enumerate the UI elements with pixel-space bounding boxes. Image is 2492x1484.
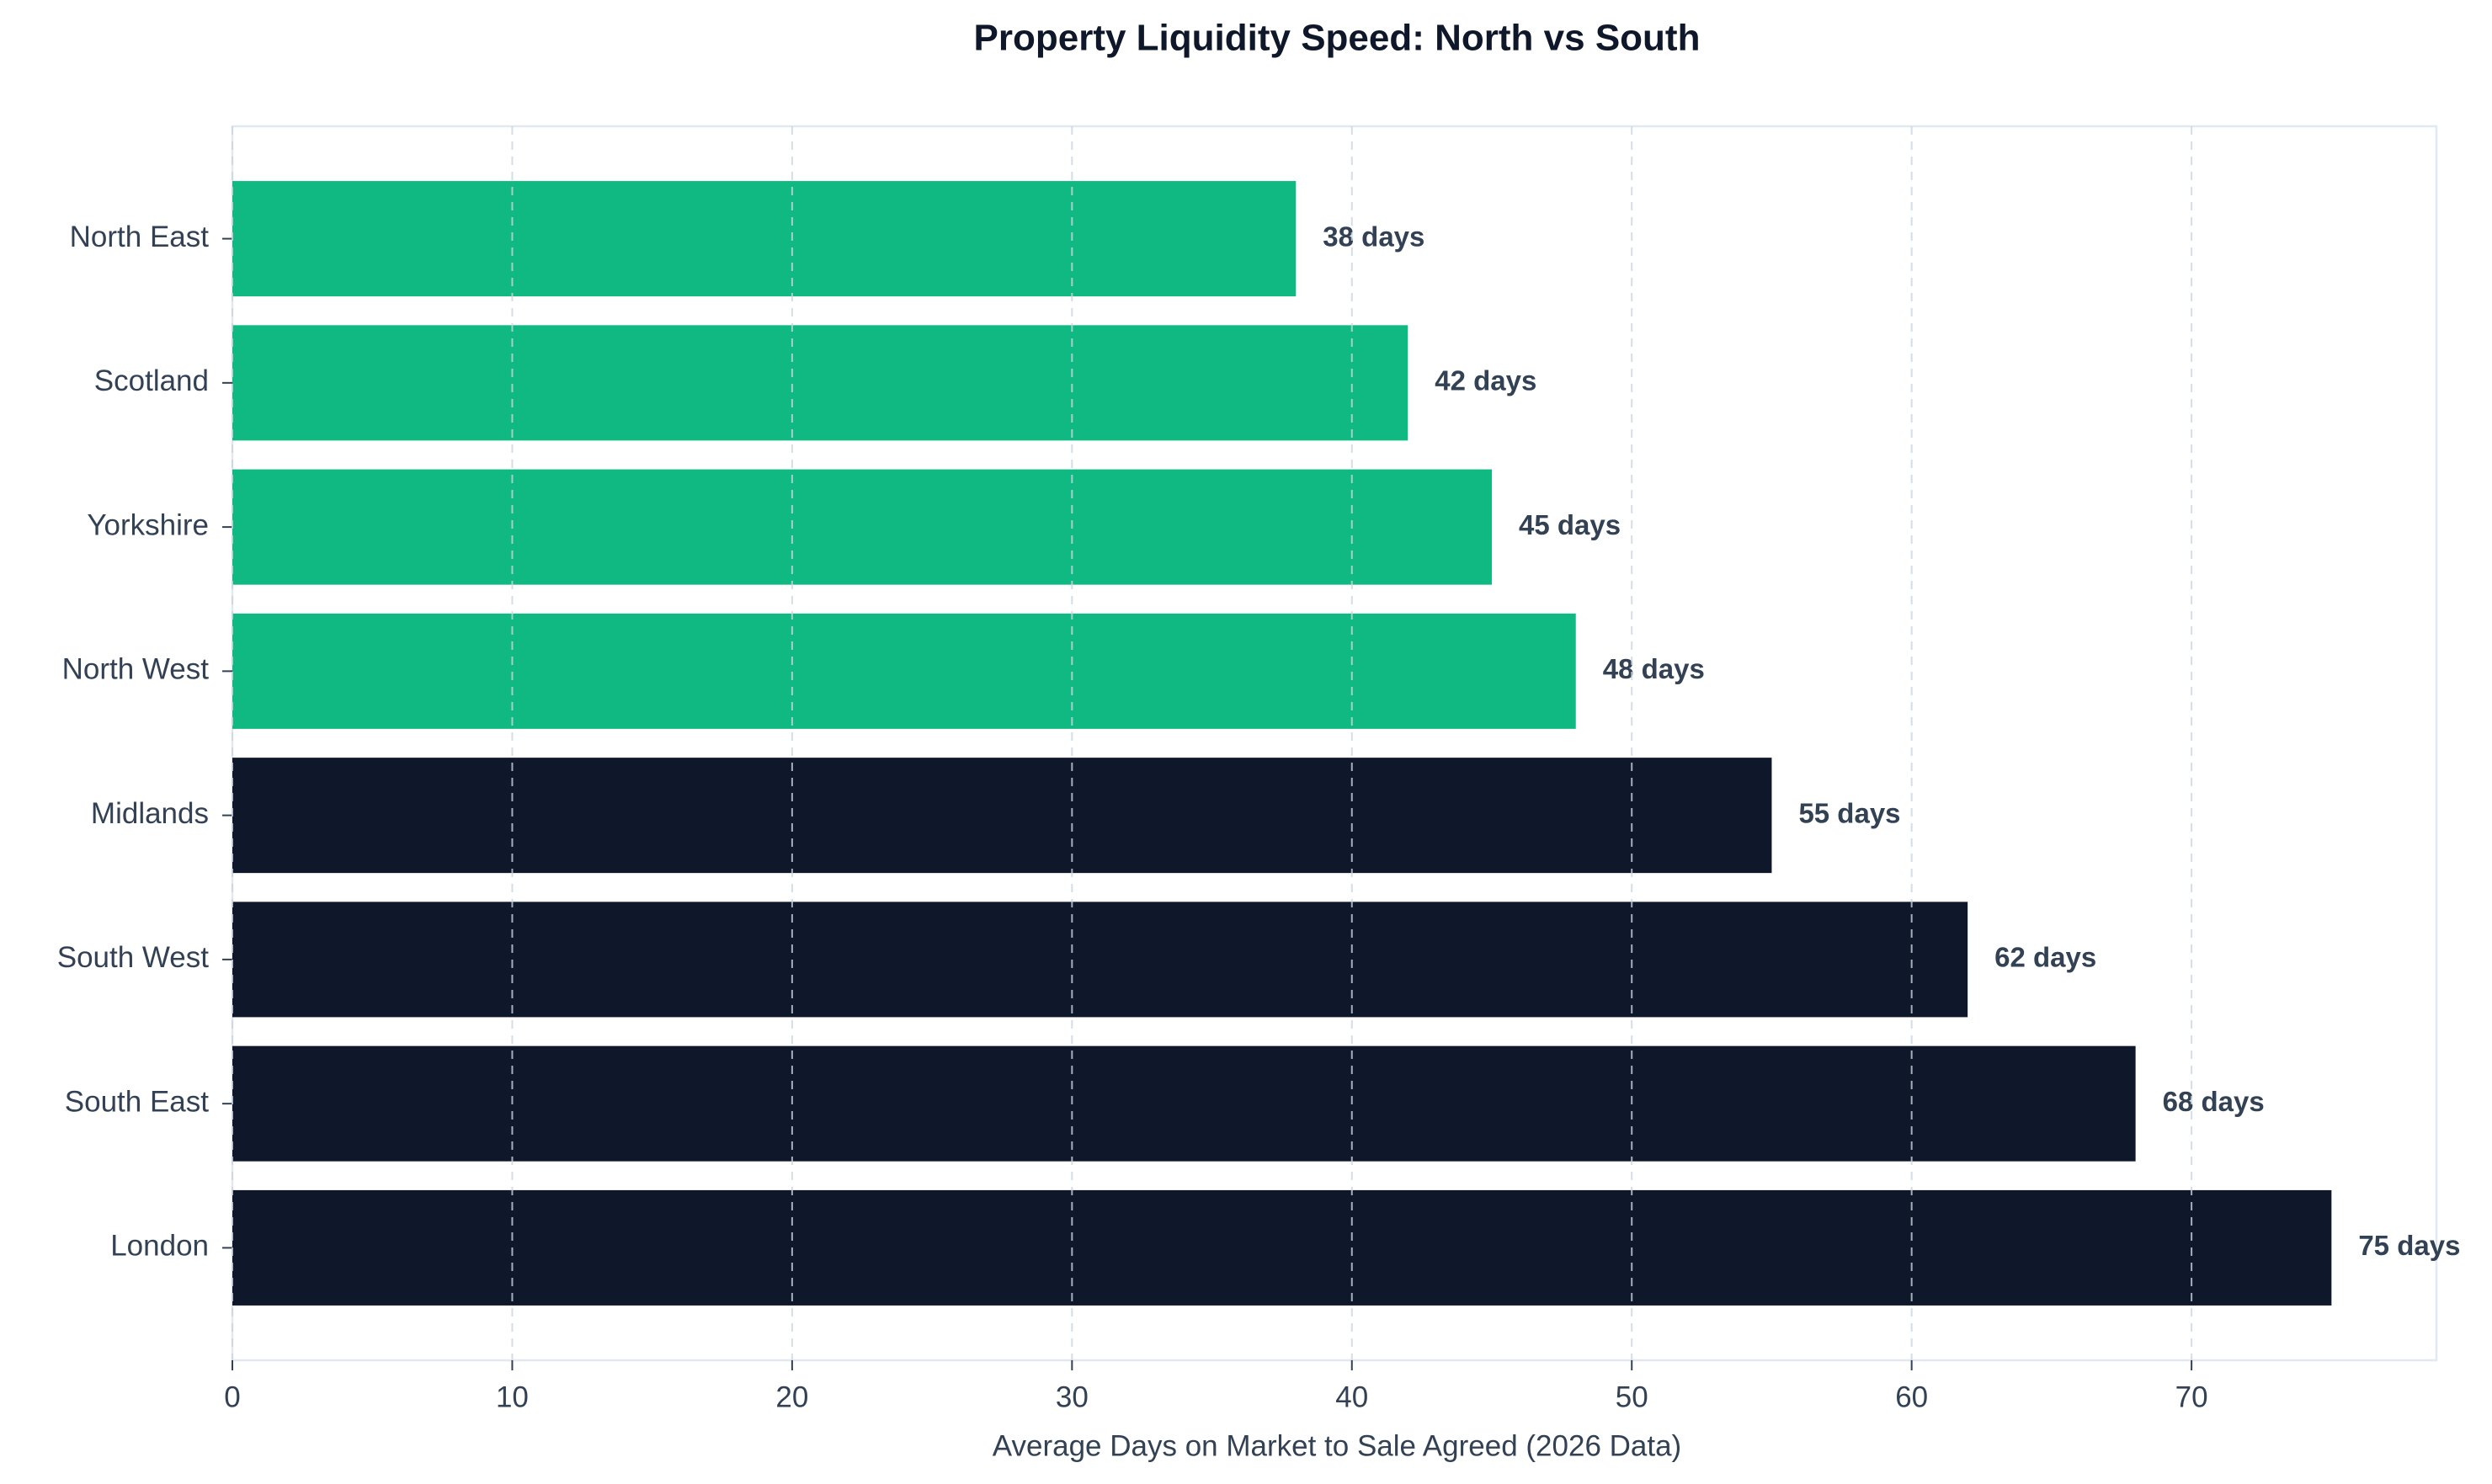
bar bbox=[232, 1045, 2136, 1162]
value-label: 75 days bbox=[2358, 1230, 2460, 1261]
value-label: 48 days bbox=[1603, 653, 1705, 684]
y-tick-label: Yorkshire bbox=[87, 508, 209, 541]
bar bbox=[232, 1189, 2332, 1306]
y-tick-label: Midlands bbox=[91, 797, 209, 830]
x-tick-label: 70 bbox=[2175, 1380, 2208, 1413]
plot-frame bbox=[231, 125, 2438, 1362]
bar bbox=[232, 181, 1297, 297]
x-tick-label: 10 bbox=[496, 1380, 529, 1413]
x-tick-label: 0 bbox=[224, 1380, 240, 1413]
y-tick-label: South West bbox=[57, 941, 210, 974]
bar bbox=[232, 902, 1968, 1018]
value-label: 38 days bbox=[1323, 221, 1424, 252]
bar bbox=[232, 469, 1492, 585]
x-axis-label: Average Days on Market to Sale Agreed (2… bbox=[993, 1429, 1681, 1462]
x-tick-label: 60 bbox=[1895, 1380, 1928, 1413]
bar bbox=[232, 758, 1772, 874]
y-tick-label: North East bbox=[70, 221, 210, 253]
x-tick-label: 40 bbox=[1335, 1380, 1368, 1413]
x-tick-label: 30 bbox=[1056, 1380, 1089, 1413]
value-label: 68 days bbox=[2163, 1086, 2265, 1117]
y-tick-label: South East bbox=[65, 1085, 209, 1118]
chart-title: Property Liquidity Speed: North vs South bbox=[974, 18, 1701, 59]
value-label: 42 days bbox=[1435, 365, 1536, 396]
bar bbox=[232, 325, 1408, 441]
value-label: 55 days bbox=[1798, 797, 1900, 828]
x-tick-label: 20 bbox=[775, 1380, 808, 1413]
y-tick-label: North West bbox=[62, 653, 210, 686]
y-tick-label: Scotland bbox=[94, 364, 209, 397]
y-tick-label: London bbox=[110, 1230, 209, 1263]
value-label: 62 days bbox=[1994, 942, 2096, 973]
value-label: 45 days bbox=[1519, 509, 1621, 540]
x-tick-label: 50 bbox=[1616, 1380, 1648, 1413]
bar bbox=[232, 613, 1576, 729]
